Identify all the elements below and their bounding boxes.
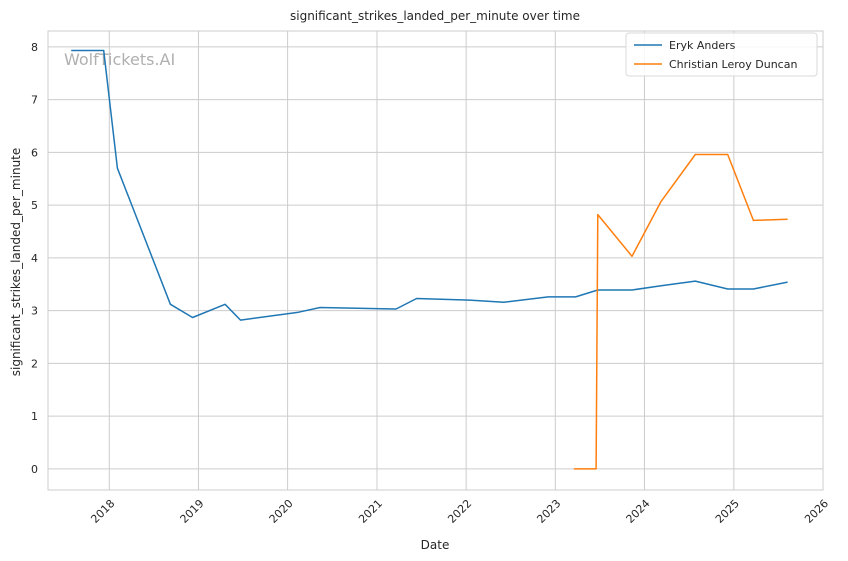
x-axis-title: Date: [421, 538, 450, 552]
legend-label-christian-leroy-duncan: Christian Leroy Duncan: [669, 58, 797, 71]
y-tick-label: 6: [31, 146, 38, 159]
data-point-eryk-anders: [395, 308, 397, 310]
y-tick-label: 4: [31, 252, 38, 265]
data-point-eryk-anders: [660, 285, 662, 287]
data-point-christian-leroy-duncan: [727, 153, 729, 155]
watermark-text: WolfTickets.AI: [64, 50, 175, 69]
plot-area-frame: [47, 30, 824, 491]
legend: Eryk Anders Christian Leroy Duncan: [625, 32, 818, 77]
data-point-eryk-anders: [319, 306, 321, 308]
y-tick-label: 5: [31, 199, 38, 212]
legend-box: [625, 32, 818, 77]
data-point-eryk-anders: [694, 280, 696, 282]
data-point-eryk-anders: [169, 303, 171, 305]
data-point-christian-leroy-duncan: [752, 219, 754, 221]
data-point-christian-leroy-duncan: [595, 468, 597, 470]
data-point-christian-leroy-duncan: [787, 218, 789, 220]
y-axis-title: significant_strikes_landed_per_minute: [9, 148, 23, 377]
data-point-christian-leroy-duncan: [597, 214, 599, 216]
data-point-eryk-anders: [469, 299, 471, 301]
legend-label-eryk-anders: Eryk Anders: [669, 39, 736, 52]
data-point-christian-leroy-duncan: [660, 200, 662, 202]
series-line-christian-leroy-duncan: [573, 153, 788, 470]
data-point-eryk-anders: [631, 289, 633, 291]
series-layer: [70, 49, 789, 470]
y-tick-label: 2: [31, 357, 38, 370]
data-point-eryk-anders: [575, 296, 577, 298]
data-point-eryk-anders: [298, 311, 300, 313]
data-point-eryk-anders: [752, 288, 754, 290]
y-tick-label: 3: [31, 305, 38, 318]
data-point-eryk-anders: [416, 297, 418, 299]
data-point-eryk-anders: [503, 301, 505, 303]
chart-title: significant_strikes_landed_per_minute ov…: [290, 9, 580, 23]
y-tick-label: 0: [31, 463, 38, 476]
series-line-eryk-anders: [71, 49, 788, 321]
data-point-eryk-anders: [224, 303, 226, 305]
data-point-eryk-anders: [192, 316, 194, 318]
data-point-eryk-anders: [787, 281, 789, 283]
y-tick-label: 8: [31, 41, 38, 54]
data-point-christian-leroy-duncan: [573, 468, 575, 470]
data-point-christian-leroy-duncan: [631, 255, 633, 257]
data-point-eryk-anders: [103, 50, 105, 52]
data-point-eryk-anders: [70, 50, 72, 52]
data-point-christian-leroy-duncan: [694, 153, 696, 155]
y-axis-ticks: 0 1 2 3 4 5 6 7 8: [31, 41, 38, 476]
data-point-eryk-anders: [727, 288, 729, 290]
data-point-eryk-anders: [547, 296, 549, 298]
y-tick-label: 7: [31, 94, 38, 107]
data-point-eryk-anders: [116, 167, 118, 169]
y-tick-label: 1: [31, 410, 38, 423]
data-point-eryk-anders: [239, 319, 241, 321]
